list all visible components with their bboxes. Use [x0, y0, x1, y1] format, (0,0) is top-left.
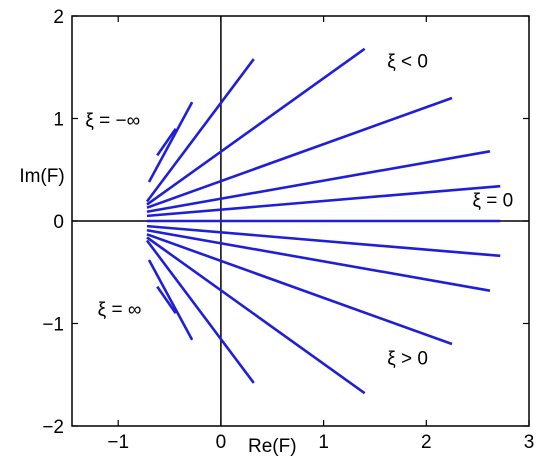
y-axis-label: Im(F) [19, 166, 64, 187]
annotation: ξ < 0 [387, 51, 428, 72]
series-line-15 [156, 285, 177, 314]
series-line-6 [145, 58, 255, 203]
y-tick-label: 2 [53, 7, 64, 28]
series-layer [145, 47, 501, 395]
series-line-13 [145, 239, 255, 384]
annotations: ξ < 0 ξ = −∞ ξ = 0 ξ = ∞ ξ > 0 [85, 51, 513, 369]
annotation: ξ = ∞ [98, 299, 142, 320]
series-line-10 [146, 228, 491, 292]
y-tick-label: −2 [42, 417, 64, 438]
series-line-2 [146, 184, 501, 218]
series-line-3 [146, 150, 491, 214]
x-tick-label: 0 [216, 432, 227, 453]
x-tick-label: 1 [318, 432, 329, 453]
x-tick-label: −1 [107, 432, 129, 453]
series-line-12 [146, 236, 366, 395]
series-line-8 [156, 128, 177, 157]
y-tick-label: 1 [53, 110, 64, 131]
series-line-4 [146, 96, 453, 209]
ticks [72, 15, 530, 427]
series-line-7 [147, 101, 194, 183]
annotation: ξ > 0 [387, 349, 428, 370]
x-tick-label: 3 [524, 432, 535, 453]
annotation: ξ = −∞ [85, 111, 140, 132]
series-line-5 [146, 47, 366, 206]
y-tick-label: −1 [42, 315, 64, 336]
annotation: ξ = 0 [473, 191, 514, 212]
series-line-9 [146, 224, 501, 258]
y-tick-label: 0 [53, 212, 64, 233]
series-line-14 [147, 259, 194, 341]
tick-labels: −1 0 1 2 3 −2 −1 0 1 2 [42, 7, 534, 453]
series-line-11 [146, 233, 453, 346]
x-axis-label: Re(F) [248, 436, 297, 457]
x-tick-label: 2 [421, 432, 432, 453]
